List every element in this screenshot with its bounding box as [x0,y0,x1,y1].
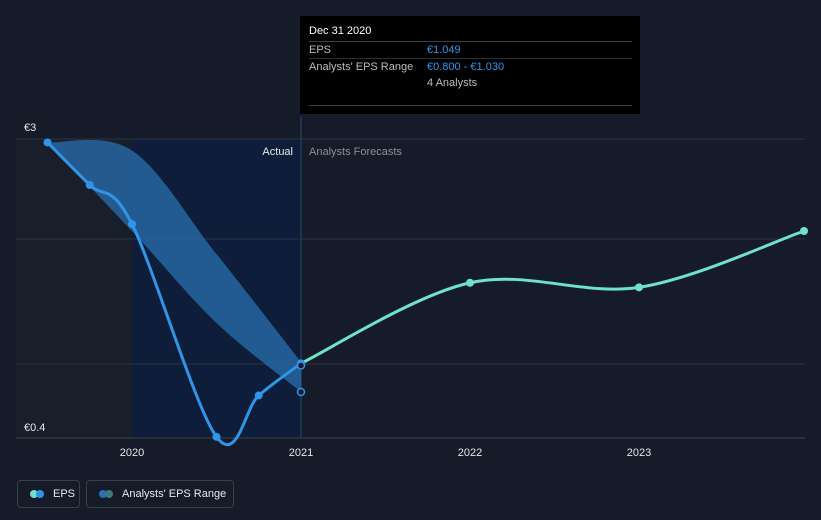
y-axis-bottom-label: €0.4 [24,422,45,434]
eps-actual-point [43,138,52,147]
eps-actual-point [85,181,94,189]
forecast-region-label: Analysts Forecasts [309,146,402,158]
x-tick-label: 2021 [289,447,313,459]
eps-range-band [47,139,301,392]
eps-range-endpoint [296,387,306,397]
eps-forecast-line [300,229,805,365]
actual-region-label: Actual [262,146,293,158]
tooltip-range-value: €0.800 - €1.030 [427,61,505,73]
eps-forecast-point [800,227,808,235]
eps-forecast-point [635,283,643,292]
tooltip-range-label: Analysts' EPS Range [309,61,414,73]
x-tick-label: 2023 [627,447,651,459]
eps-actual-point [254,391,263,400]
legend-range-button[interactable]: Analysts' EPS Range [86,480,234,508]
eps-tooltip: Dec 31 2020 EPS €1.049 Analysts' EPS Ran… [300,16,640,114]
legend-range-label: Analysts' EPS Range [122,488,227,500]
tooltip-date: Dec 31 2020 [309,24,632,42]
x-tick-label: 2022 [458,447,482,459]
eps-range-endpoint [296,361,306,370]
range-legend-icon [99,490,115,498]
tooltip-analysts-count: 4 Analysts [427,77,478,89]
eps-actual-point [212,432,221,441]
eps-actual-point [128,220,136,229]
eps-legend-icon [30,490,46,498]
eps-forecast-point [466,278,474,287]
x-tick-label: 2020 [120,447,144,459]
tooltip-eps-value: €1.049 [427,44,461,56]
legend-eps-button[interactable]: EPS [17,480,80,508]
y-axis-top-label: €3 [24,122,36,134]
legend-eps-label: EPS [53,488,76,500]
tooltip-eps-label: EPS [309,44,332,56]
